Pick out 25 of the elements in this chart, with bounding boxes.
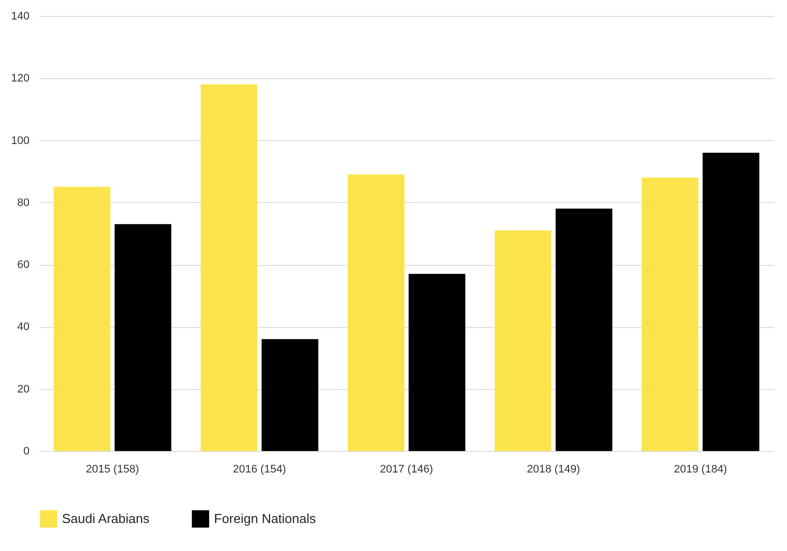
x-tick-label: 2019 (184) bbox=[674, 464, 728, 476]
bar bbox=[408, 274, 466, 451]
bar bbox=[200, 84, 258, 451]
bar bbox=[556, 208, 612, 451]
bar bbox=[54, 186, 110, 451]
x-tick-label: 2017 (146) bbox=[380, 464, 434, 476]
y-tick-label: 80 bbox=[17, 196, 30, 209]
y-tick-label: 120 bbox=[11, 72, 30, 85]
y-tick-label: 60 bbox=[17, 259, 30, 272]
y-tick-label: 100 bbox=[11, 134, 30, 147]
bar bbox=[262, 339, 318, 451]
bar bbox=[114, 224, 172, 451]
y-tick-label: 140 bbox=[11, 10, 30, 22]
bar bbox=[642, 178, 698, 451]
legend-label: Foreign Nationals bbox=[214, 510, 316, 526]
y-tick-label: 40 bbox=[17, 321, 30, 334]
bar bbox=[348, 174, 404, 451]
x-tick-label: 2018 (149) bbox=[526, 464, 580, 476]
bar bbox=[702, 152, 760, 451]
x-tick-label: 2015 (158) bbox=[86, 464, 140, 476]
y-tick-label: 20 bbox=[17, 383, 30, 396]
bar bbox=[494, 230, 552, 451]
y-tick-label: 0 bbox=[23, 446, 30, 458]
legend-label: Saudi Arabians bbox=[62, 510, 150, 526]
x-tick-label: 2016 (154) bbox=[232, 464, 286, 476]
